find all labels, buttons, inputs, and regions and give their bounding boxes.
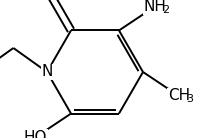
Text: 3: 3 — [186, 94, 193, 104]
Text: 2: 2 — [162, 5, 169, 14]
Text: HO: HO — [23, 130, 47, 138]
Text: CH: CH — [168, 88, 190, 104]
Text: N: N — [41, 64, 53, 79]
Text: NH: NH — [144, 0, 166, 14]
